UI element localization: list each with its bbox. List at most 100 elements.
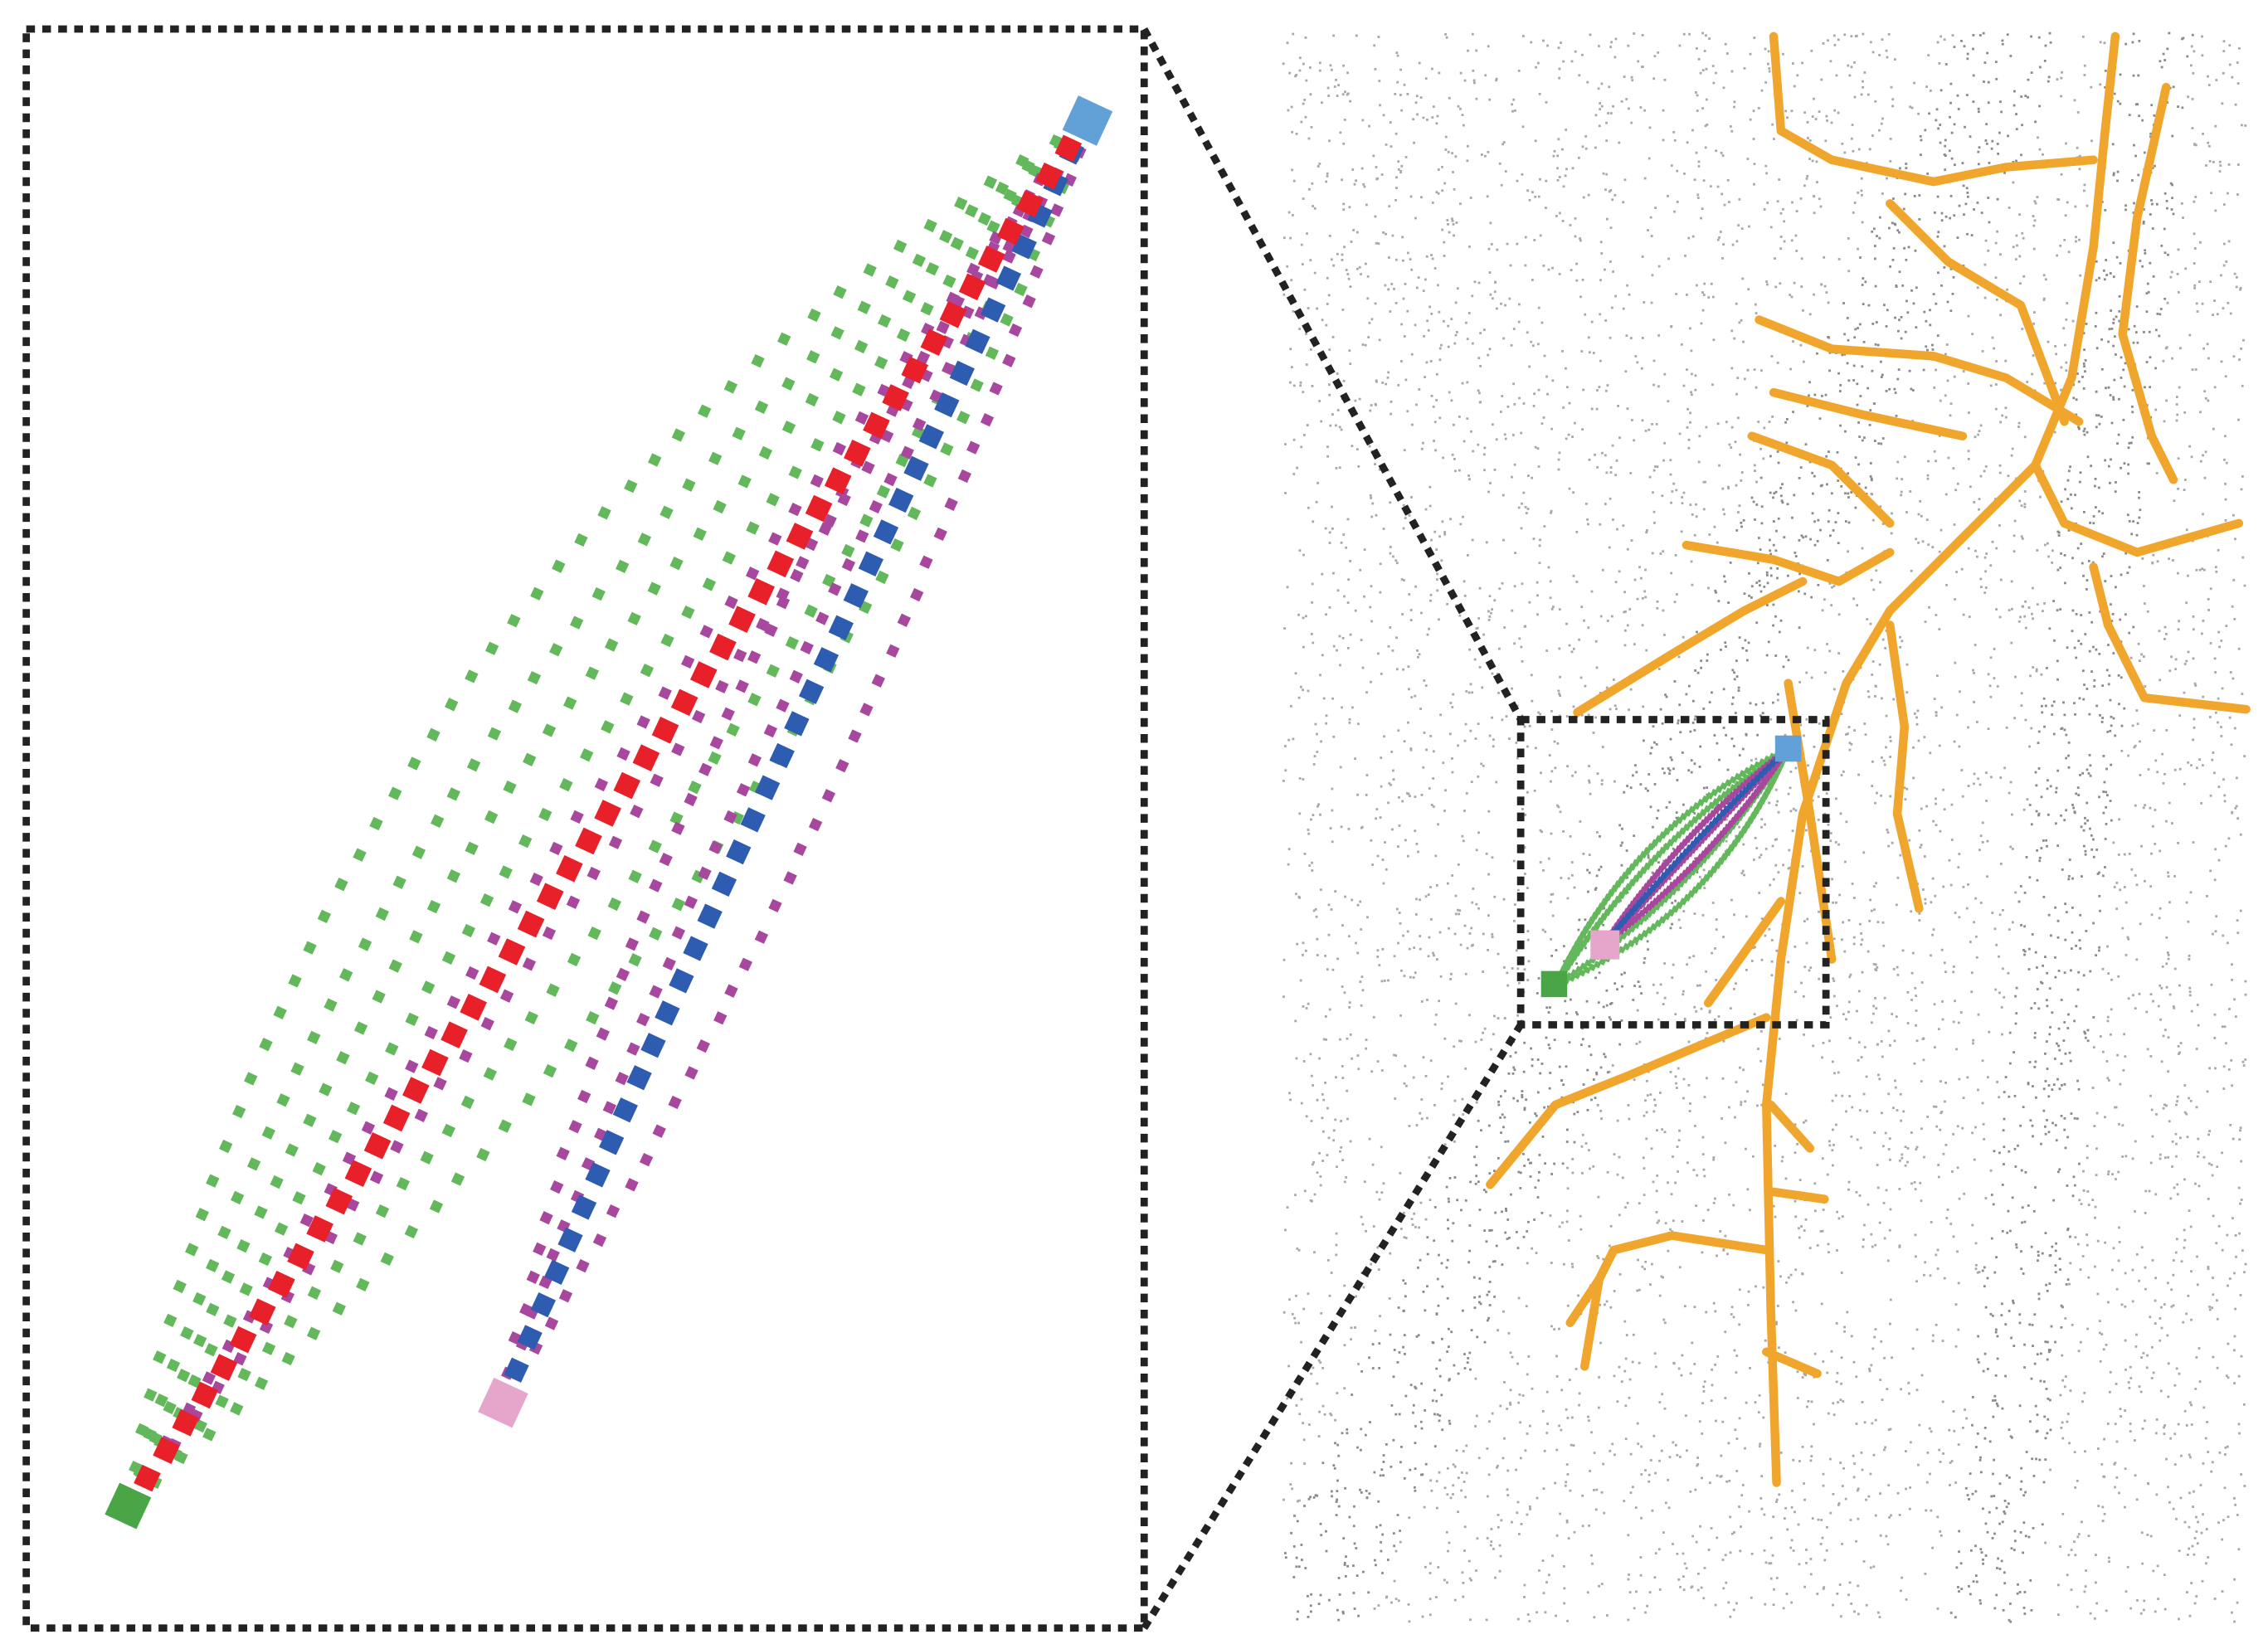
cloud-point <box>1428 485 1432 489</box>
cloud-point <box>1644 430 1647 432</box>
cloud-point <box>1862 1238 1865 1241</box>
cloud-point <box>1906 990 1910 994</box>
cloud-point <box>2135 1333 2138 1336</box>
cloud-point <box>1331 809 1334 812</box>
cloud-point <box>1300 243 1303 246</box>
cloud-point <box>1321 1404 1325 1408</box>
cloud-point <box>1696 193 1700 197</box>
cloud-point <box>1706 586 1710 590</box>
cloud-point <box>1392 1532 1395 1535</box>
cloud-point <box>1698 984 1701 987</box>
cloud-point <box>1727 487 1730 490</box>
cloud-point <box>1669 459 1672 462</box>
cloud-point <box>1856 1009 1858 1013</box>
cloud-point <box>1973 772 1976 776</box>
cloud-point <box>1891 1356 1893 1359</box>
cloud-point <box>2028 1061 2032 1063</box>
cloud-point <box>2213 1013 2217 1016</box>
cloud-point <box>2213 1598 2217 1600</box>
cloud-point <box>2078 697 2081 700</box>
cloud-point <box>2177 248 2180 251</box>
cloud-point <box>1545 1390 1549 1394</box>
cloud-point <box>2041 1523 2044 1526</box>
cloud-point <box>2076 988 2080 991</box>
cloud-point <box>1776 567 1779 570</box>
cloud-point <box>2188 958 2191 961</box>
cloud-point <box>2031 372 2034 376</box>
cloud-point <box>1931 1546 1935 1549</box>
cloud-point <box>2083 1391 2086 1394</box>
cloud-point <box>2233 1382 2236 1385</box>
cloud-point <box>2085 1145 2089 1148</box>
cloud-point <box>2110 724 2113 727</box>
cloud-point <box>2063 1128 2066 1131</box>
cloud-point <box>1339 1150 1341 1153</box>
cloud-point <box>1349 560 1351 562</box>
cloud-point <box>1918 1423 1921 1427</box>
cloud-point <box>1590 590 1594 593</box>
cloud-point <box>1643 1194 1646 1197</box>
cloud-point <box>1629 472 1633 474</box>
cloud-point <box>2119 1408 2122 1411</box>
cloud-point <box>2032 354 2035 357</box>
cloud-point <box>2188 333 2192 337</box>
cloud-point <box>2133 202 2135 205</box>
cloud-point <box>2014 675 2017 679</box>
cloud-point <box>2214 930 2217 933</box>
cloud-point <box>2054 1264 2057 1267</box>
cloud-point <box>2099 713 2101 717</box>
cloud-point <box>1433 1103 1436 1107</box>
cloud-point <box>2104 85 2107 89</box>
cloud-point <box>1818 417 1822 421</box>
cloud-point <box>1323 1413 1326 1416</box>
cloud-point <box>1880 122 1883 125</box>
cloud-point <box>1958 1077 1961 1081</box>
cloud-point <box>1949 115 1951 119</box>
cloud-point <box>1326 1258 1330 1262</box>
cloud-point <box>1409 747 1413 750</box>
cloud-point <box>2076 1479 2079 1482</box>
cloud-point <box>2195 1515 2197 1519</box>
cloud-point <box>1811 115 1814 118</box>
cloud-point <box>1913 1062 1916 1065</box>
cloud-point <box>1765 654 1769 657</box>
cloud-point <box>1987 249 1990 252</box>
cloud-point <box>1690 771 1693 774</box>
cloud-point <box>1667 1249 1670 1252</box>
cloud-point <box>1295 132 1298 135</box>
cloud-point <box>2237 647 2241 650</box>
cloud-point <box>2166 951 2169 954</box>
cloud-point <box>2064 1375 2067 1378</box>
cloud-point <box>1341 985 1344 988</box>
cloud-point <box>1363 185 1366 188</box>
cloud-point <box>1312 1084 1314 1087</box>
cloud-point <box>1565 1520 1569 1524</box>
cloud-point <box>2017 421 2021 425</box>
cloud-point <box>1908 1507 1911 1510</box>
cloud-point <box>1969 1472 1972 1476</box>
cloud-point <box>2101 555 2104 558</box>
cloud-point <box>1831 1149 1834 1152</box>
cloud-point <box>1962 184 1965 187</box>
cloud-point <box>2095 648 2098 651</box>
cloud-point <box>1733 678 1736 681</box>
cloud-point <box>1954 1481 1958 1484</box>
cloud-point <box>2073 99 2076 102</box>
cloud-point <box>1431 202 1434 204</box>
cloud-point <box>1438 1414 1442 1418</box>
cloud-point <box>1524 506 1527 508</box>
cloud-point <box>2213 386 2217 389</box>
cloud-point <box>1686 407 1690 411</box>
cloud-point <box>1378 80 1381 83</box>
cloud-point <box>1736 416 1740 420</box>
cloud-point <box>1972 34 1975 36</box>
cloud-point <box>1901 949 1905 952</box>
cloud-point <box>1978 146 1981 149</box>
cloud-point <box>1453 1045 1456 1048</box>
cloud-point <box>1862 1245 1865 1248</box>
cloud-point <box>1987 673 1990 676</box>
cloud-point <box>1648 1591 1652 1594</box>
cloud-point <box>2145 1366 2149 1369</box>
cloud-point <box>1952 1235 1955 1238</box>
cloud-point <box>1940 1111 1944 1113</box>
